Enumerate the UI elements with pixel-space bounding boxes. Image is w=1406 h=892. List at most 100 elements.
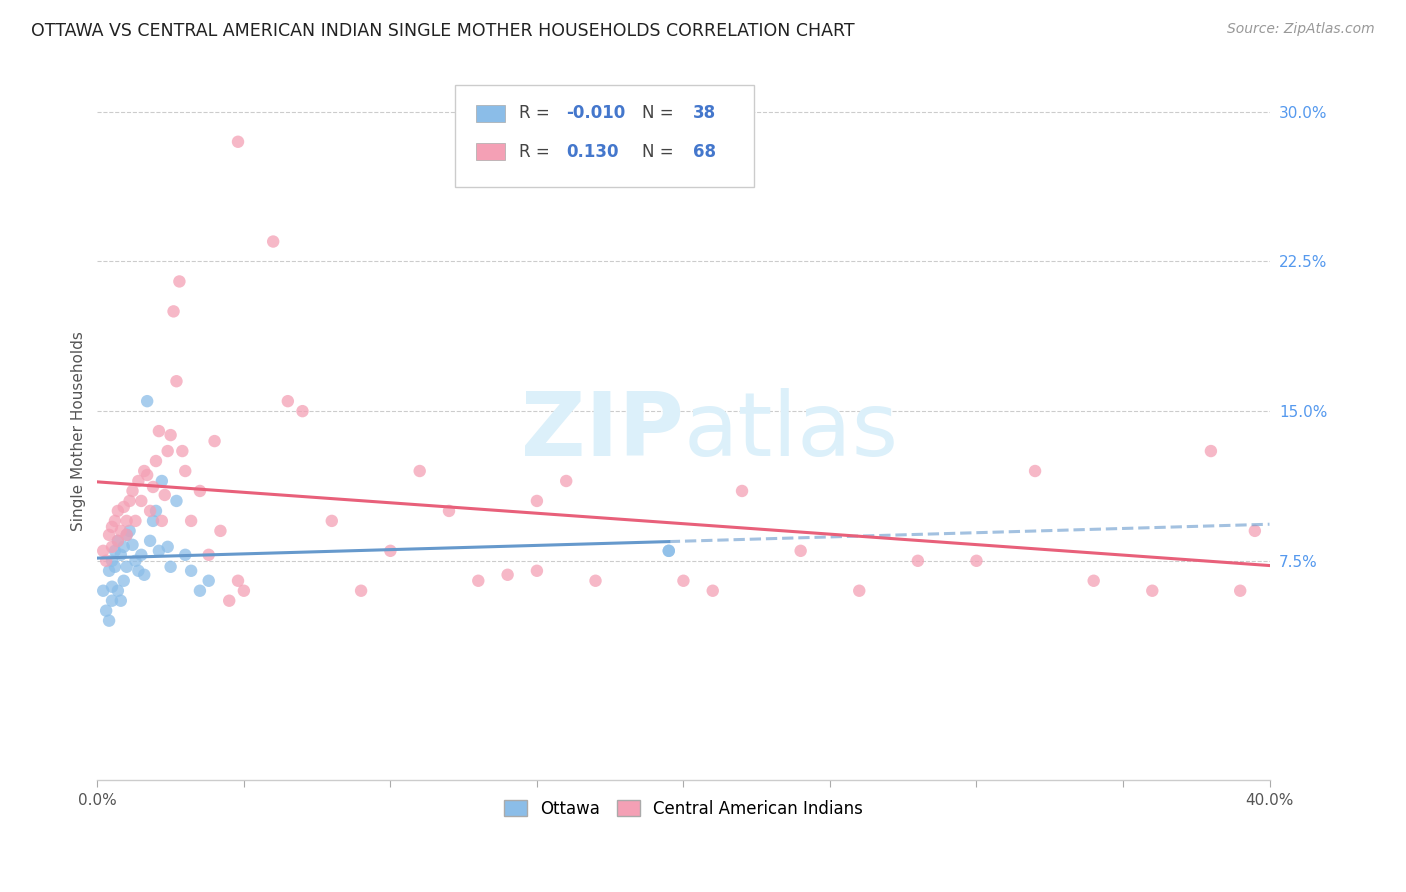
Point xyxy=(131,494,153,508)
Point xyxy=(107,533,129,548)
Text: -0.010: -0.010 xyxy=(567,104,626,122)
Point xyxy=(585,574,607,588)
Point xyxy=(101,580,124,594)
Point xyxy=(197,548,219,562)
Point xyxy=(226,135,249,149)
Point xyxy=(789,544,811,558)
Point xyxy=(107,504,129,518)
Text: 0.130: 0.130 xyxy=(567,143,619,161)
Point xyxy=(101,554,124,568)
Point xyxy=(437,504,460,518)
Point xyxy=(136,468,159,483)
Point xyxy=(156,444,179,458)
Text: Source: ZipAtlas.com: Source: ZipAtlas.com xyxy=(1227,22,1375,37)
Point xyxy=(555,474,578,488)
Point xyxy=(156,540,179,554)
Point xyxy=(94,554,117,568)
Point xyxy=(124,554,146,568)
Point xyxy=(112,574,135,588)
Point xyxy=(1083,574,1105,588)
Point xyxy=(159,428,181,442)
Point xyxy=(153,488,176,502)
Point xyxy=(162,304,184,318)
Point xyxy=(148,544,170,558)
Point xyxy=(98,564,121,578)
Point xyxy=(145,504,167,518)
Point xyxy=(166,374,188,388)
Point xyxy=(150,474,173,488)
Point xyxy=(702,583,724,598)
Point xyxy=(197,574,219,588)
Point xyxy=(101,540,124,554)
Point xyxy=(112,500,135,514)
Point xyxy=(321,514,343,528)
Point xyxy=(467,574,489,588)
Point xyxy=(115,559,138,574)
Point xyxy=(526,494,548,508)
Text: 38: 38 xyxy=(693,104,716,122)
Point xyxy=(127,564,149,578)
Point xyxy=(1244,524,1267,538)
Point xyxy=(291,404,314,418)
Legend: Ottawa, Central American Indians: Ottawa, Central American Indians xyxy=(496,793,870,824)
Point xyxy=(658,544,681,558)
Point xyxy=(1142,583,1164,598)
Point xyxy=(110,524,132,538)
Point xyxy=(115,514,138,528)
Bar xyxy=(477,104,505,122)
Point xyxy=(907,554,929,568)
Point xyxy=(110,548,132,562)
Point xyxy=(101,520,124,534)
Point xyxy=(91,544,114,558)
Point xyxy=(262,235,284,249)
Text: N =: N = xyxy=(643,143,679,161)
Point xyxy=(174,548,197,562)
Point xyxy=(1024,464,1046,478)
Point xyxy=(115,528,138,542)
Point xyxy=(148,424,170,438)
Point xyxy=(380,544,402,558)
Point xyxy=(98,614,121,628)
Point xyxy=(134,464,156,478)
Point xyxy=(104,514,127,528)
Point xyxy=(159,559,181,574)
Point xyxy=(139,504,162,518)
Point xyxy=(672,574,695,588)
Point xyxy=(204,434,226,448)
Text: R =: R = xyxy=(519,143,555,161)
Point xyxy=(131,548,153,562)
FancyBboxPatch shape xyxy=(456,86,754,186)
Point xyxy=(127,474,149,488)
Point xyxy=(94,604,117,618)
Point xyxy=(1199,444,1222,458)
Text: ZIP: ZIP xyxy=(520,388,683,475)
Point xyxy=(226,574,249,588)
Point xyxy=(496,567,519,582)
Point xyxy=(124,514,146,528)
Point xyxy=(104,544,127,558)
Point xyxy=(731,483,754,498)
Point xyxy=(172,444,194,458)
Point xyxy=(101,593,124,607)
Point xyxy=(121,538,143,552)
Point xyxy=(145,454,167,468)
Point xyxy=(180,564,202,578)
Point xyxy=(104,559,127,574)
Point xyxy=(139,533,162,548)
Point xyxy=(107,533,129,548)
Point xyxy=(188,483,211,498)
Point xyxy=(218,593,240,607)
Point xyxy=(350,583,373,598)
Point xyxy=(121,483,143,498)
Text: OTTAWA VS CENTRAL AMERICAN INDIAN SINGLE MOTHER HOUSEHOLDS CORRELATION CHART: OTTAWA VS CENTRAL AMERICAN INDIAN SINGLE… xyxy=(31,22,855,40)
Point xyxy=(658,544,681,558)
Bar xyxy=(477,143,505,161)
Text: R =: R = xyxy=(519,104,555,122)
Point xyxy=(1229,583,1251,598)
Point xyxy=(188,583,211,598)
Point xyxy=(174,464,197,478)
Point xyxy=(91,583,114,598)
Point xyxy=(180,514,202,528)
Text: N =: N = xyxy=(643,104,679,122)
Point xyxy=(232,583,254,598)
